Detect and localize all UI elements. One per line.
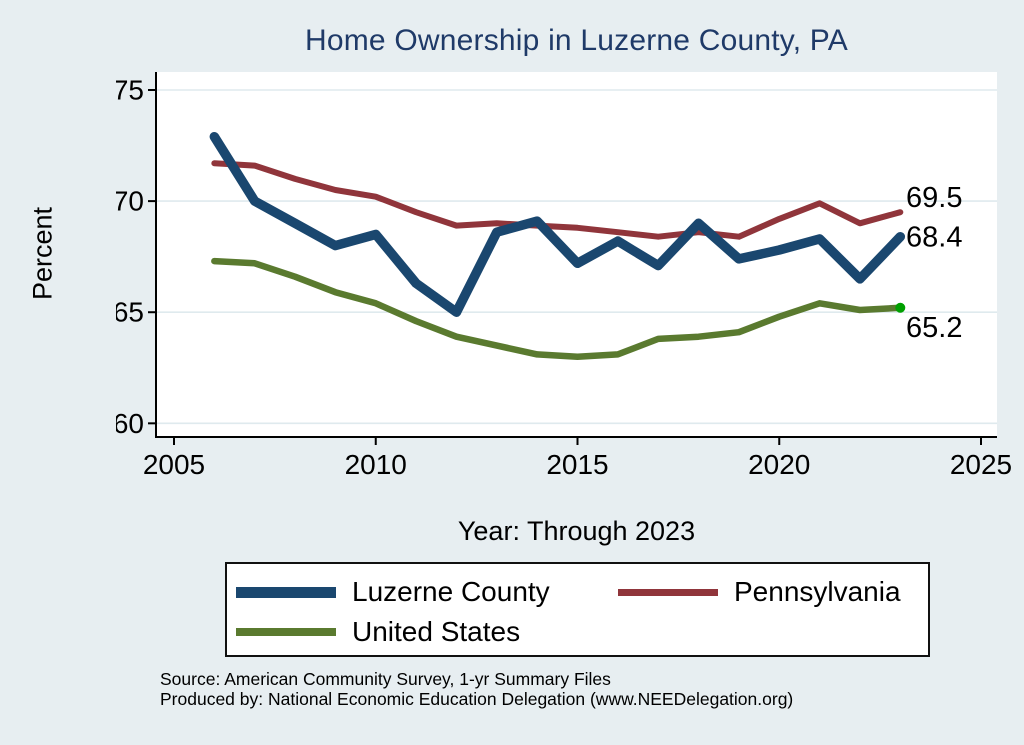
x-tick-label: 2005 <box>143 449 205 480</box>
source-line: Source: American Community Survey, 1-yr … <box>160 669 611 689</box>
y-tick-label: 75 <box>116 75 144 106</box>
end-value-label: 68.4 <box>906 222 962 254</box>
source-note: Source: American Community Survey, 1-yr … <box>160 669 794 709</box>
end-value-label: 69.5 <box>906 182 962 214</box>
x-tick-label: 2010 <box>345 449 407 480</box>
x-tick-label: 2020 <box>748 449 810 480</box>
legend-item-united-states: United States <box>236 616 618 648</box>
y-tick-label: 70 <box>116 186 144 217</box>
y-tick-label: 60 <box>116 408 144 439</box>
producer-line: Produced by: National Economic Education… <box>160 688 794 709</box>
legend-item-luzerne-county: Luzerne County <box>236 576 618 608</box>
end-marker <box>895 302 906 313</box>
x-tick-label: 2025 <box>950 449 1012 480</box>
plot-area: 75 70 65 60 2005 2010 2015 2020 2025 68.4 69.5 65.2 <box>116 72 1012 480</box>
plot-background <box>156 72 997 437</box>
data-line-luzerne-county <box>209 131 906 317</box>
chart-title: Home Ownership in Luzerne County, PA <box>304 24 848 57</box>
legend: Luzerne County Pennsylvania United State… <box>225 562 930 657</box>
end-value-label: 65.2 <box>906 312 962 344</box>
data-line-united-states <box>211 257 904 360</box>
y-tick-label: 65 <box>116 297 144 328</box>
legend-swatch-pennsylvania <box>618 588 718 596</box>
legend-swatch-united-states <box>236 628 336 636</box>
data-line-pennsylvania <box>211 160 904 240</box>
legend-swatch-luzerne-county <box>236 586 336 598</box>
legend-label-pennsylvania: Pennsylvania <box>734 576 901 607</box>
y-axis-title: Percent <box>27 206 58 301</box>
legend-item-pennsylvania: Pennsylvania <box>618 576 928 608</box>
x-tick-label: 2015 <box>546 449 608 480</box>
legend-label-united-states: United States <box>352 616 521 647</box>
legend-label-luzerne-county: Luzerne County <box>352 576 550 607</box>
x-axis-title: Year: Through 2023 <box>457 516 696 546</box>
